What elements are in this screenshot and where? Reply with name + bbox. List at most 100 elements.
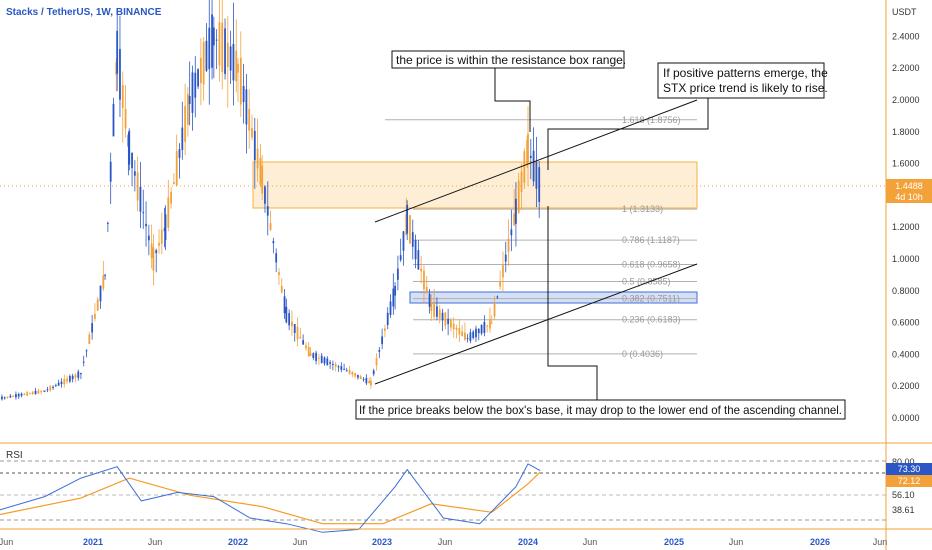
candle-body	[60, 381, 63, 385]
candle-body	[489, 318, 491, 329]
price-tick: 0.4000	[892, 349, 920, 359]
time-axis[interactable]: Jun 2021 Jun 2022 Jun 2023 Jun 2024 Jun 2025 Jun 20…	[0, 537, 887, 547]
candle-body	[194, 72, 197, 98]
positive-note-text-2: STX price trend is likely to rise.	[663, 81, 828, 95]
rsi-pane[interactable]	[0, 444, 886, 529]
candle-body	[351, 371, 354, 375]
candle-body	[320, 355, 323, 363]
candle-body	[150, 243, 153, 259]
last-price-value: 1.4488	[895, 181, 923, 191]
candle-body	[218, 22, 221, 66]
candle-body	[527, 133, 529, 162]
candle-body	[450, 320, 452, 328]
candle-body	[173, 182, 175, 184]
candle-body	[116, 30, 119, 74]
candle-body	[112, 103, 115, 137]
candle-body	[160, 230, 163, 244]
price-tick: 0.6000	[892, 318, 920, 328]
candle-body	[251, 127, 253, 138]
candle-body	[386, 312, 389, 325]
candle-body	[1, 396, 3, 400]
time-tick: 2021	[83, 537, 103, 547]
rsi-tick-56: 56.10	[892, 490, 915, 500]
candle-body	[343, 368, 345, 370]
candle-body	[502, 264, 504, 278]
candle-body	[455, 327, 458, 330]
fibonacci-levels[interactable]: 1.618 (1.8756) 1 (1.3133) 0.786 (1.1187) 0.…	[385, 115, 697, 359]
price-tick: 1.0000	[892, 254, 920, 264]
candle-body	[66, 378, 68, 382]
candle-body	[291, 321, 293, 327]
price-tick: 2.0000	[892, 95, 920, 105]
breakdown-note-box[interactable]	[355, 399, 846, 420]
candle-body	[57, 382, 60, 386]
candle-body	[119, 49, 121, 100]
candle-body	[496, 296, 499, 298]
candle-body	[199, 57, 202, 84]
rsi-lines	[0, 463, 541, 533]
candle-body	[499, 281, 502, 287]
resistance-note-box[interactable]	[391, 50, 625, 69]
candle-body	[433, 301, 436, 317]
candle-body	[392, 288, 395, 307]
time-tick: Jun	[293, 537, 308, 547]
candle-body	[436, 306, 438, 317]
candle-body	[184, 106, 186, 143]
candle-body	[510, 229, 513, 236]
candle-body	[378, 350, 381, 352]
fib-label: 0.618 (0.9658)	[622, 259, 681, 269]
candle-body	[88, 334, 91, 344]
candle-body	[309, 352, 312, 357]
candle-body	[229, 46, 232, 71]
rsi-tick-38: 38.61	[892, 505, 915, 515]
candle-body	[538, 167, 541, 202]
candle-body	[312, 353, 315, 359]
candle-body	[26, 392, 29, 396]
time-tick: 2024	[518, 537, 538, 547]
support-box[interactable]	[409, 291, 698, 304]
candle-body	[205, 40, 208, 71]
candle-body	[513, 213, 516, 226]
candle-body	[307, 347, 310, 356]
price-axis-ticks[interactable]: 2.40002.20002.00001.80001.60001.40001.20…	[892, 31, 920, 423]
candle-body	[37, 390, 40, 394]
candle-body	[136, 172, 139, 201]
time-tick: 2022	[228, 537, 248, 547]
candle-body	[128, 130, 131, 165]
candle-body	[381, 336, 384, 345]
candle-body	[85, 350, 88, 352]
resistance-box[interactable]	[252, 161, 698, 209]
candle-body	[359, 376, 362, 380]
candle-body	[389, 301, 392, 315]
candle-body	[121, 84, 124, 109]
candle-body	[305, 345, 307, 349]
candle-body	[211, 14, 213, 68]
candle-body	[394, 285, 396, 296]
candle-body	[155, 250, 158, 254]
channel-upper-line[interactable]	[374, 99, 698, 223]
candle-body	[475, 328, 477, 338]
price-tick: 0.0000	[892, 413, 920, 423]
candle-body	[31, 391, 34, 394]
candle-body	[175, 151, 178, 186]
candle-body	[337, 366, 340, 368]
candle-body	[52, 386, 54, 388]
price-tick: 1.6000	[892, 159, 920, 169]
candle-body	[368, 381, 371, 384]
candle-body	[469, 332, 472, 341]
candle-body	[77, 371, 80, 378]
candle-body	[259, 157, 262, 185]
time-tick: Jun	[873, 537, 888, 547]
candle-body	[6, 396, 9, 398]
candle-body	[109, 161, 112, 182]
candle-body	[396, 268, 399, 280]
positive-note-box[interactable]	[657, 62, 825, 99]
candle-body	[74, 374, 77, 378]
channel-lower-line[interactable]	[374, 263, 698, 385]
last-price-tag	[886, 179, 932, 203]
candle-body	[170, 191, 172, 204]
candles	[0, 0, 541, 401]
price-tick: 1.2000	[892, 222, 920, 232]
candle-body	[68, 376, 71, 382]
